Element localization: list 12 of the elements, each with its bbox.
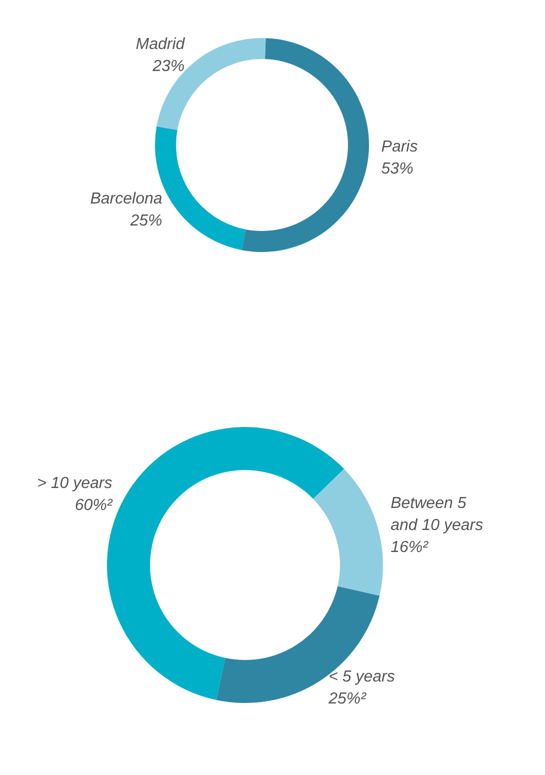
slice-label: Madrid: [136, 36, 186, 54]
data-label: 53%: [381, 160, 414, 178]
data-label: 25%: [129, 212, 162, 230]
slice-label: Barcelona: [90, 190, 162, 208]
data-label: 16%²: [390, 539, 429, 556]
data-label: 60%²: [74, 496, 113, 514]
slice-label: > 10 years: [37, 474, 112, 492]
slice-label: Between 5 and 10 years: [390, 495, 484, 534]
slice-label: Paris: [381, 138, 418, 156]
data-label: 23%: [152, 58, 185, 76]
data-label: 25%²: [328, 690, 367, 708]
slice-label: < 5 years: [328, 668, 395, 686]
